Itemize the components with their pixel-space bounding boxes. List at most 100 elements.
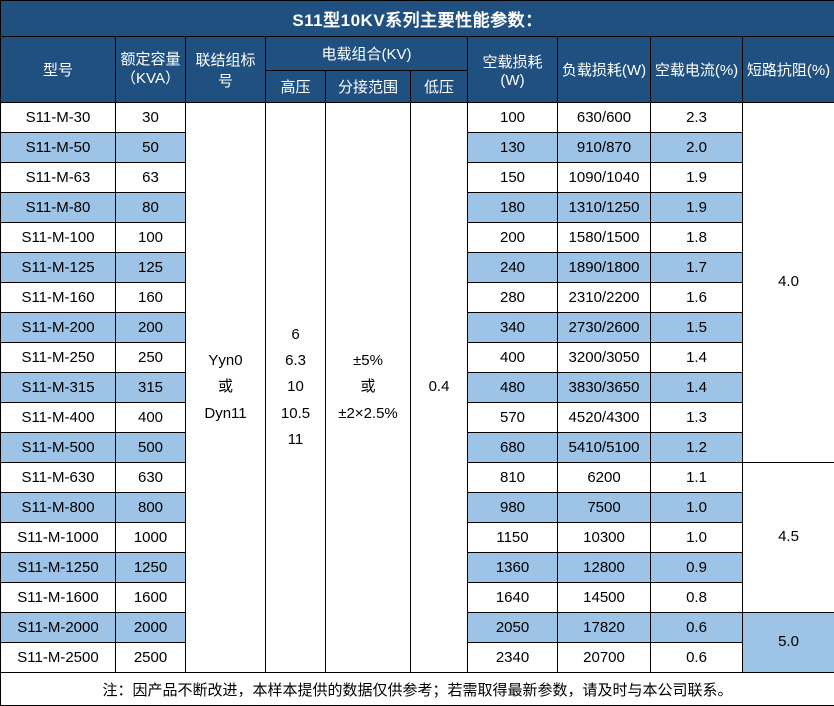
no-load-loss-cell: 200 [467, 222, 558, 253]
no-load-current-cell: 0.8 [650, 582, 743, 613]
model-cell: S11-M-100 [0, 222, 116, 253]
capacity-cell: 630 [115, 462, 186, 493]
no-load-loss-cell: 400 [467, 342, 558, 373]
load-loss-cell: 4520/4300 [557, 402, 651, 433]
no-load-loss-cell: 570 [467, 402, 558, 433]
capacity-cell: 63 [115, 162, 186, 193]
tap-range-cell: ±5% 或 ±2×2.5% [325, 102, 411, 673]
capacity-cell: 400 [115, 402, 186, 433]
capacity-cell: 1250 [115, 552, 186, 583]
no-load-loss-cell: 2050 [467, 612, 558, 643]
col-header-lv: 低压 [410, 70, 468, 103]
no-load-loss-cell: 980 [467, 492, 558, 523]
load-loss-cell: 7500 [557, 492, 651, 523]
capacity-cell: 100 [115, 222, 186, 253]
no-load-loss-cell: 2340 [467, 642, 558, 673]
table-row: S11-M-2500 2500 2340 20700 0.6 [0, 642, 834, 673]
table-row: S11-M-200 200 340 2730/2600 1.5 [0, 312, 834, 343]
impedance-cell: 5.0 [742, 612, 834, 673]
capacity-cell: 1600 [115, 582, 186, 613]
table-header: S11型10KV系列主要性能参数： 型号 额定容量 （KVA） 联结组标号 电载… [0, 0, 834, 103]
load-loss-cell: 2730/2600 [557, 312, 651, 343]
impedance-cell: 4.0 [742, 102, 834, 463]
table-row: S11-M-100 100 200 1580/1500 1.8 [0, 222, 834, 253]
table-row: S11-M-1000 1000 1150 10300 1.0 [0, 522, 834, 553]
load-loss-cell: 1890/1800 [557, 252, 651, 283]
no-load-loss-cell: 280 [467, 282, 558, 313]
model-cell: S11-M-500 [0, 432, 116, 463]
model-cell: S11-M-315 [0, 372, 116, 403]
model-cell: S11-M-1250 [0, 552, 116, 583]
model-cell: S11-M-63 [0, 162, 116, 193]
no-load-current-cell: 1.9 [650, 192, 743, 223]
no-load-loss-cell: 680 [467, 432, 558, 463]
capacity-cell: 2000 [115, 612, 186, 643]
header-row-sub: 高压 分接范围 低压 [1, 70, 834, 103]
table-row: S11-M-125 125 240 1890/1800 1.7 [0, 252, 834, 283]
no-load-current-cell: 1.6 [650, 282, 743, 313]
title-row: S11型10KV系列主要性能参数： [0, 0, 834, 37]
no-load-loss-cell: 1360 [467, 552, 558, 583]
no-load-loss-cell: 130 [467, 132, 558, 163]
no-load-loss-cell: 340 [467, 312, 558, 343]
load-loss-cell: 1310/1250 [557, 192, 651, 223]
load-loss-cell: 3830/3650 [557, 372, 651, 403]
col-header-hv: 高压 [265, 70, 326, 103]
model-cell: S11-M-200 [0, 312, 116, 343]
table-body: S11-M-30 30 Yyn0 或 Dyn11 6 6.3 10 10.5 11 ±5… [0, 102, 834, 673]
table-row: S11-M-1250 1250 1360 12800 0.9 [0, 552, 834, 583]
no-load-loss-cell: 1640 [467, 582, 558, 613]
load-loss-cell: 5410/5100 [557, 432, 651, 463]
hv-values-cell: 6 6.3 10 10.5 11 [265, 102, 326, 673]
table-footer: 注：因产品不断改进，本样本提供的数据仅供参考；若需取得最新参数，请及时与本公司联… [0, 672, 834, 706]
no-load-current-cell: 1.4 [650, 342, 743, 373]
no-load-current-cell: 1.7 [650, 252, 743, 283]
page-title: S11型10KV系列主要性能参数： [0, 0, 834, 37]
table-row: S11-M-160 160 280 2310/2200 1.6 [0, 282, 834, 313]
no-load-loss-cell: 150 [467, 162, 558, 193]
capacity-cell: 125 [115, 252, 186, 283]
model-cell: S11-M-250 [0, 342, 116, 373]
table-row: S11-M-800 800 980 7500 1.0 [0, 492, 834, 523]
no-load-loss-cell: 1150 [467, 522, 558, 553]
load-loss-cell: 14500 [557, 582, 651, 613]
load-loss-cell: 6200 [557, 462, 651, 493]
table-row: S11-M-400 400 570 4520/4300 1.3 [0, 402, 834, 433]
no-load-current-cell: 1.4 [650, 372, 743, 403]
load-loss-cell: 2310/2200 [557, 282, 651, 313]
capacity-cell: 500 [115, 432, 186, 463]
load-loss-cell: 3200/3050 [557, 342, 651, 373]
col-header-no-load-current: 空载电流(%) [650, 36, 743, 103]
no-load-current-cell: 1.0 [650, 522, 743, 553]
col-header-impedance: 短路抗阻(%) [742, 36, 834, 103]
table-row: S11-M-80 80 180 1310/1250 1.9 [0, 192, 834, 223]
col-header-voltage-combo: 电载组合(KV) [265, 36, 468, 71]
no-load-current-cell: 1.2 [650, 432, 743, 463]
model-cell: S11-M-2000 [0, 612, 116, 643]
col-header-vector-group: 联结组标号 [185, 36, 266, 103]
no-load-current-cell: 0.9 [650, 552, 743, 583]
table-row: S11-M-50 50 130 910/870 2.0 [0, 132, 834, 163]
col-header-no-load-loss: 空载损耗(W) [467, 36, 558, 103]
capacity-cell: 250 [115, 342, 186, 373]
no-load-current-cell: 1.8 [650, 222, 743, 253]
model-cell: S11-M-1000 [0, 522, 116, 553]
capacity-cell: 1000 [115, 522, 186, 553]
capacity-cell: 30 [115, 102, 186, 133]
model-cell: S11-M-1600 [0, 582, 116, 613]
no-load-current-cell: 1.0 [650, 492, 743, 523]
table-row: S11-M-63 63 150 1090/1040 1.9 [0, 162, 834, 193]
capacity-cell: 50 [115, 132, 186, 163]
model-cell: S11-M-630 [0, 462, 116, 493]
model-cell: S11-M-50 [0, 132, 116, 163]
footer-note: 注：因产品不断改进，本样本提供的数据仅供参考；若需取得最新参数，请及时与本公司联… [0, 672, 834, 706]
model-cell: S11-M-2500 [0, 642, 116, 673]
no-load-current-cell: 2.3 [650, 102, 743, 133]
no-load-loss-cell: 100 [467, 102, 558, 133]
no-load-current-cell: 1.9 [650, 162, 743, 193]
no-load-current-cell: 0.6 [650, 612, 743, 643]
capacity-cell: 160 [115, 282, 186, 313]
no-load-current-cell: 1.3 [650, 402, 743, 433]
